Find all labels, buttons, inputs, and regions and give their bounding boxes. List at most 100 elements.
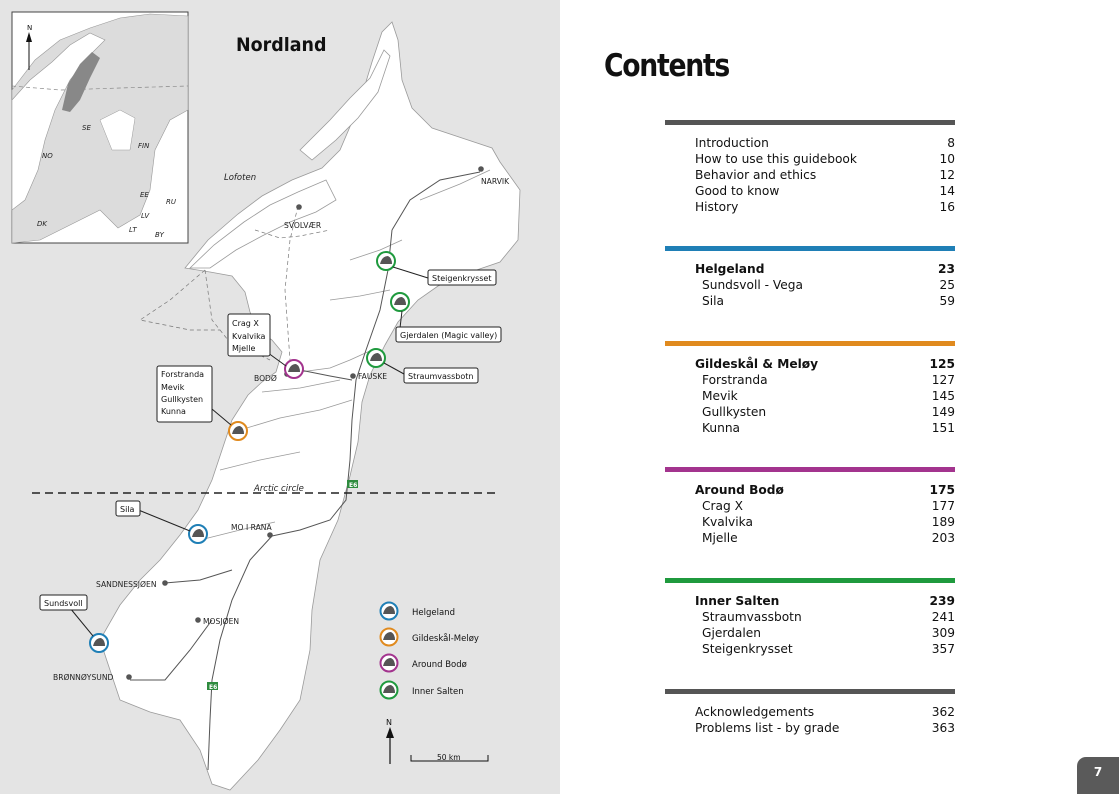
toc-entry[interactable]: Behavior and ethics 12 [665,167,955,183]
toc-section-intro: Introduction 8 How to use this guidebook 1… [665,120,955,215]
toc-section-end: Acknowledgements 362 Problems list - by g… [665,689,955,736]
legend-item-helgeland: Helgeland [379,601,455,621]
toc-entry[interactable]: Sila 59 [665,293,955,309]
svg-text:EE: EE [140,191,149,199]
callout-kunna: Kunna [161,407,186,416]
svg-text:50 km: 50 km [437,753,461,762]
toc-entry-page: 151 [931,421,955,435]
callout-crag-x: Crag X [232,319,259,328]
toc-entry[interactable]: Good to know 14 [665,183,955,199]
toc-entry[interactable]: How to use this guidebook 10 [665,151,955,167]
svg-text:BY: BY [155,231,165,239]
mo-i-rana-label: MO I RANA [231,523,272,532]
toc-entry[interactable]: Crag X 177 [665,498,955,514]
toc-entry[interactable]: History 16 [665,199,955,215]
toc-entry[interactable]: Mjelle 203 [665,530,955,546]
scale-bar: 50 km [410,753,489,762]
toc-section-heading[interactable]: Gildeskål & Meløy 125 [665,356,955,372]
toc-entry-label: Behavior and ethics [695,168,817,182]
toc-entry[interactable]: Forstranda 127 [665,372,955,388]
bronnoysund-label: BRØNNØYSUND [53,673,113,682]
marker-steigenkrysset[interactable] [376,251,396,271]
toc-entry-page: 362 [931,705,955,719]
page-number: 7 [1077,757,1119,794]
toc-entry-label: Acknowledgements [695,705,815,719]
toc-section-heading[interactable]: Inner Salten 239 [665,593,955,609]
toc-entry-page: 189 [931,515,955,529]
section-bar [665,578,955,583]
toc-section-heading[interactable]: Helgeland 23 [665,261,955,277]
lofoten-label: Lofoten [224,173,256,183]
narvik-label: NARVIK [481,177,510,186]
svg-text:E6: E6 [349,482,357,489]
callout-straumvassbotn: Straumvassbotn [408,372,473,381]
nordland-map: Arctic circle NARVIK SVOLVÆR BODØ FAUSKE… [0,0,560,794]
toc-entry-label: Mevik [702,389,738,403]
toc-entry-page: 145 [931,389,955,403]
toc-entry-label: Sundsvoll - Vega [702,278,803,292]
toc-entry[interactable]: Introduction 8 [665,135,955,151]
toc-section-inner-salten: Inner Salten 239 Straumvassbotn 241 Gjerda… [665,578,955,657]
contents-title: Contents [604,48,730,84]
callout-sila: Sila [120,505,135,514]
toc-entry[interactable]: Steigenkrysset 357 [665,641,955,657]
toc-entry-label: Gullkysten [702,405,767,419]
marker-gildeskal-meloy[interactable] [228,421,248,441]
toc-entry-label: Inner Salten [695,594,780,608]
legend-item-gildeskal-meloy: Gildeskål-Meløy [379,627,479,647]
toc-entry[interactable]: Gjerdalen 309 [665,625,955,641]
section-bar [665,120,955,125]
toc-entry[interactable]: Sundsvoll - Vega 25 [665,277,955,293]
toc-entry-label: Around Bodø [695,483,784,497]
svg-text:Gildeskål-Meløy: Gildeskål-Meløy [412,633,479,644]
callout-mevik: Mevik [161,383,185,392]
toc-entry-label: Sila [702,294,724,308]
toc-entry[interactable]: Acknowledgements 362 [665,704,955,720]
fauske-label: FAUSKE [358,372,387,381]
toc-entry-page: 16 [939,200,955,214]
marker-around-bodo[interactable] [284,359,304,379]
callout-forstranda: Forstranda [161,370,204,379]
toc-entry[interactable]: Mevik 145 [665,388,955,404]
toc-entry-page: 25 [939,278,955,292]
toc-entry-page: 8 [947,136,955,150]
lofoten-islands [189,179,337,269]
toc-entry-label: Introduction [695,136,769,150]
section-bar [665,689,955,694]
toc-entry[interactable]: Kvalvika 189 [665,514,955,530]
legend-item-around-bodo: Around Bodø [379,653,467,673]
toc-section-gildeskal-meloy: Gildeskål & Meløy 125 Forstranda 127 Mevik… [665,341,955,436]
svg-text:Around Bodø: Around Bodø [412,660,467,670]
inset-map: N NO SE FIN DK EE RU LV LT BY [11,11,189,244]
toc-entry-page: 309 [931,626,955,640]
svg-text:SE: SE [82,124,91,132]
marker-sundsvoll[interactable] [89,633,109,653]
svg-text:RU: RU [166,198,176,206]
toc-entry-page: 10 [939,152,955,166]
toc-entry[interactable]: Straumvassbotn 241 [665,609,955,625]
svg-text:LT: LT [129,226,137,234]
toc-entry-label: Problems list - by grade [695,721,840,735]
bodo-label: BODØ [254,374,277,383]
marker-gjerdalen[interactable] [390,292,410,312]
toc-entry[interactable]: Kunna 151 [665,420,955,436]
toc-section-heading[interactable]: Around Bodø 175 [665,482,955,498]
toc-entry-label: Good to know [695,184,780,198]
svg-text:E6: E6 [209,684,217,691]
toc-entry-page: 127 [931,373,955,387]
toc-entry[interactable]: Gullkysten 149 [665,404,955,420]
toc-entry-label: Kunna [702,421,741,435]
svg-text:Helgeland: Helgeland [412,608,455,618]
toc-entry[interactable]: Problems list - by grade 363 [665,720,955,736]
svg-text:FIN: FIN [138,142,150,150]
toc-section-helgeland: Helgeland 23 Sundsvoll - Vega 25 Sila 59 [665,246,955,309]
marker-sila[interactable] [188,524,208,544]
svg-text:DK: DK [37,220,48,228]
toc-entry-label: Straumvassbotn [702,610,802,624]
toc-entry-page: 149 [931,405,955,419]
section-bar [665,341,955,346]
toc-entry-label: History [695,200,739,214]
toc-entry-label: Crag X [702,499,743,513]
toc-entry-page: 241 [931,610,955,624]
marker-straumvassbotn[interactable] [366,348,386,368]
